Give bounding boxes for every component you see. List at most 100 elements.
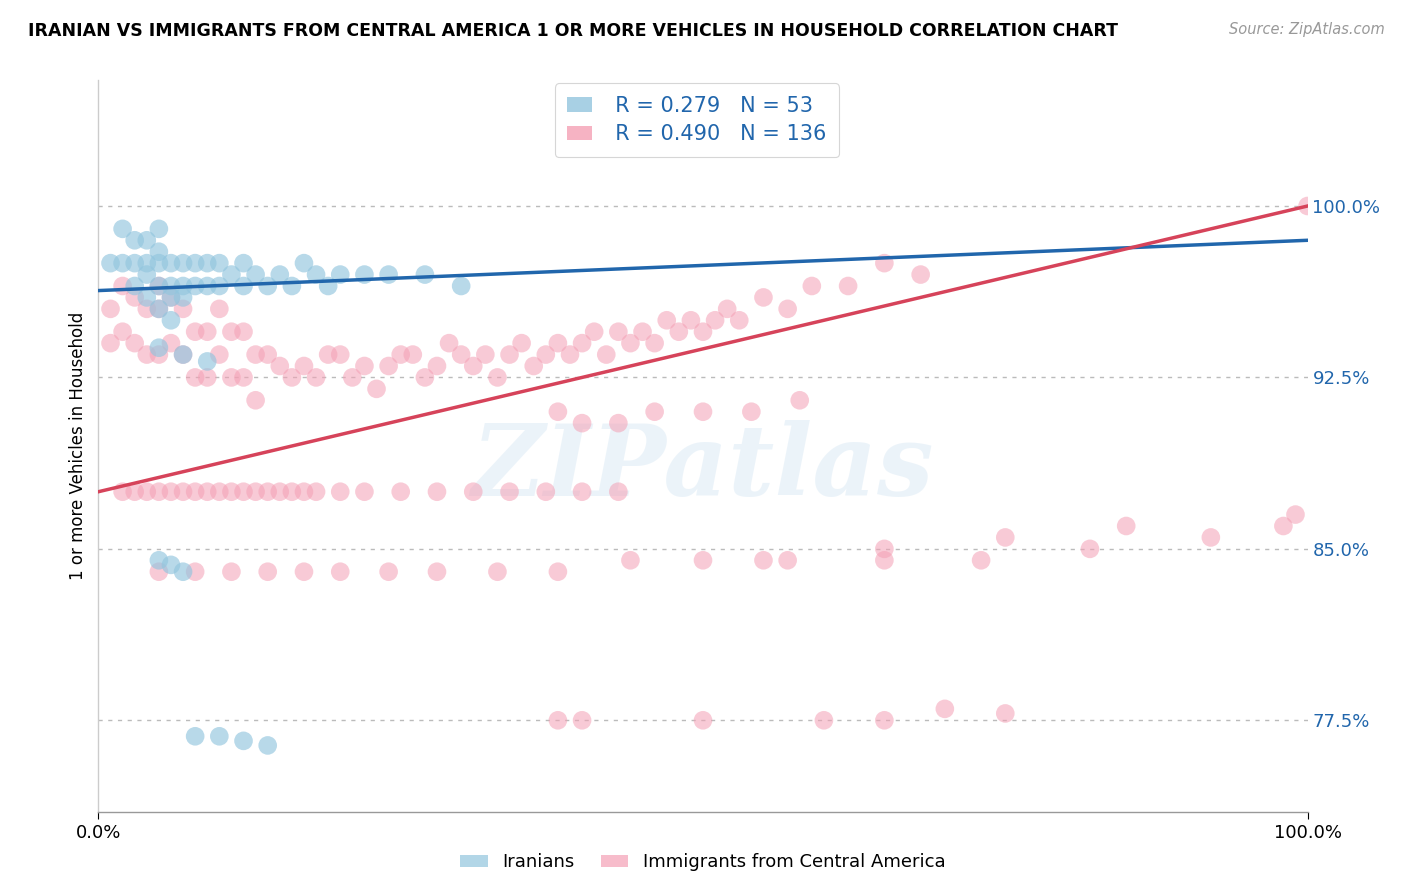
- Point: [281, 484, 304, 499]
- Point: [160, 256, 183, 270]
- Point: [124, 233, 146, 247]
- Point: [124, 290, 146, 304]
- Point: [305, 484, 328, 499]
- Point: [402, 347, 425, 362]
- Point: [232, 734, 254, 748]
- Point: [208, 347, 231, 362]
- Point: [172, 484, 194, 499]
- Point: [195, 256, 218, 270]
- Point: [172, 290, 194, 304]
- Point: [160, 290, 183, 304]
- Point: [135, 301, 157, 316]
- Point: [256, 565, 278, 579]
- Point: [269, 359, 291, 373]
- Point: [534, 347, 557, 362]
- Point: [160, 336, 183, 351]
- Point: [135, 484, 157, 499]
- Y-axis label: 1 or more Vehicles in Household: 1 or more Vehicles in Household: [69, 312, 87, 580]
- Text: Source: ZipAtlas.com: Source: ZipAtlas.com: [1229, 22, 1385, 37]
- Point: [571, 336, 593, 351]
- Point: [184, 256, 207, 270]
- Point: [111, 256, 134, 270]
- Point: [523, 359, 546, 373]
- Point: [342, 370, 364, 384]
- Point: [1272, 519, 1295, 533]
- Point: [474, 347, 496, 362]
- Point: [837, 279, 859, 293]
- Point: [292, 484, 315, 499]
- Point: [245, 484, 267, 499]
- Point: [195, 370, 218, 384]
- Point: [292, 359, 315, 373]
- Point: [208, 256, 231, 270]
- Point: [426, 565, 449, 579]
- Point: [221, 268, 243, 282]
- Point: [160, 279, 183, 293]
- Point: [970, 553, 993, 567]
- Point: [692, 714, 714, 728]
- Point: [305, 268, 328, 282]
- Point: [510, 336, 533, 351]
- Point: [160, 558, 183, 572]
- Point: [148, 553, 170, 567]
- Point: [256, 484, 278, 499]
- Point: [644, 336, 666, 351]
- Point: [486, 565, 509, 579]
- Point: [547, 565, 569, 579]
- Point: [124, 336, 146, 351]
- Point: [111, 484, 134, 499]
- Point: [256, 279, 278, 293]
- Point: [631, 325, 654, 339]
- Point: [269, 484, 291, 499]
- Point: [221, 565, 243, 579]
- Point: [619, 553, 641, 567]
- Point: [124, 484, 146, 499]
- Point: [534, 484, 557, 499]
- Point: [221, 325, 243, 339]
- Point: [752, 290, 775, 304]
- Point: [655, 313, 678, 327]
- Point: [281, 279, 304, 293]
- Point: [377, 268, 399, 282]
- Point: [692, 553, 714, 567]
- Point: [184, 729, 207, 743]
- Point: [607, 325, 630, 339]
- Point: [437, 336, 460, 351]
- Point: [148, 244, 170, 259]
- Point: [148, 279, 170, 293]
- Point: [111, 325, 134, 339]
- Point: [607, 484, 630, 499]
- Point: [111, 279, 134, 293]
- Point: [221, 484, 243, 499]
- Point: [329, 347, 352, 362]
- Point: [463, 484, 485, 499]
- Point: [148, 279, 170, 293]
- Point: [100, 336, 122, 351]
- Point: [450, 347, 472, 362]
- Point: [740, 405, 762, 419]
- Point: [353, 359, 375, 373]
- Point: [463, 359, 485, 373]
- Point: [716, 301, 738, 316]
- Point: [184, 565, 207, 579]
- Point: [256, 347, 278, 362]
- Point: [547, 714, 569, 728]
- Point: [413, 268, 436, 282]
- Point: [994, 530, 1017, 544]
- Point: [498, 484, 520, 499]
- Point: [547, 336, 569, 351]
- Point: [316, 279, 339, 293]
- Point: [135, 347, 157, 362]
- Point: [195, 325, 218, 339]
- Point: [583, 325, 606, 339]
- Point: [172, 347, 194, 362]
- Point: [184, 484, 207, 499]
- Point: [148, 222, 170, 236]
- Point: [160, 484, 183, 499]
- Point: [728, 313, 751, 327]
- Point: [184, 325, 207, 339]
- Point: [644, 405, 666, 419]
- Point: [776, 553, 799, 567]
- Point: [752, 553, 775, 567]
- Point: [316, 347, 339, 362]
